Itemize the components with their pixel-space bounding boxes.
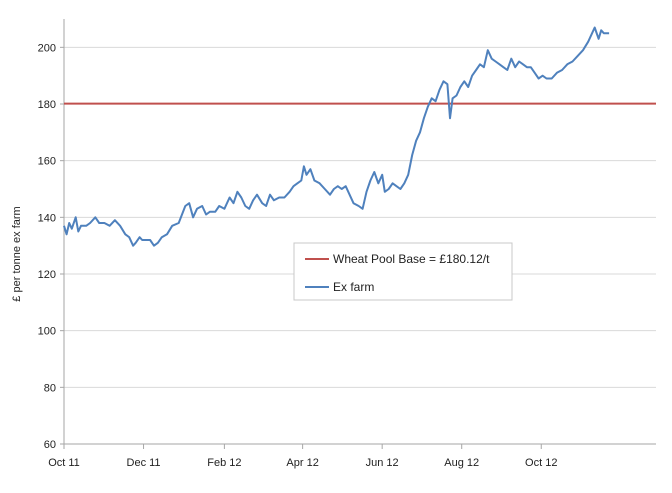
y-tick-label: 120 (38, 269, 56, 281)
legend-label-ex-farm: Ex farm (333, 280, 374, 294)
y-tick-label: 60 (44, 439, 56, 451)
x-tick-label: Jun 12 (366, 457, 399, 469)
x-tick-label: Oct 11 (48, 457, 80, 469)
x-tick-label: Apr 12 (286, 457, 318, 469)
x-tick-label: Oct 12 (525, 457, 557, 469)
y-tick-label: 180 (38, 99, 56, 111)
legend-box (293, 242, 513, 301)
x-tick-label: Dec 11 (127, 457, 161, 469)
series-line-ex-farm (63, 26, 610, 247)
y-tick-label: 140 (38, 212, 56, 224)
x-tick-label: Aug 12 (444, 457, 479, 469)
gridlines (64, 46, 656, 388)
y-axis-title: £ per tonne ex farm (11, 206, 23, 301)
y-tick-label: 100 (38, 326, 56, 338)
x-tick-label: Feb 12 (207, 457, 241, 469)
y-tick-label: 160 (38, 156, 56, 168)
legend: Wheat Pool Base = £180.12/t Ex farm (293, 242, 513, 301)
y-tick-labels: 60 80 100 120 140 160 180 200 (38, 42, 56, 451)
series (63, 26, 656, 247)
axes (60, 19, 656, 449)
legend-label-wheat-pool: Wheat Pool Base = £180.12/t (333, 252, 490, 266)
y-tick-label: 200 (38, 42, 56, 54)
x-tick-labels: Oct 11 Dec 11 Feb 12 Apr 12 Jun 12 Aug 12 Oct … (48, 457, 557, 469)
y-tick-label: 80 (44, 382, 56, 394)
